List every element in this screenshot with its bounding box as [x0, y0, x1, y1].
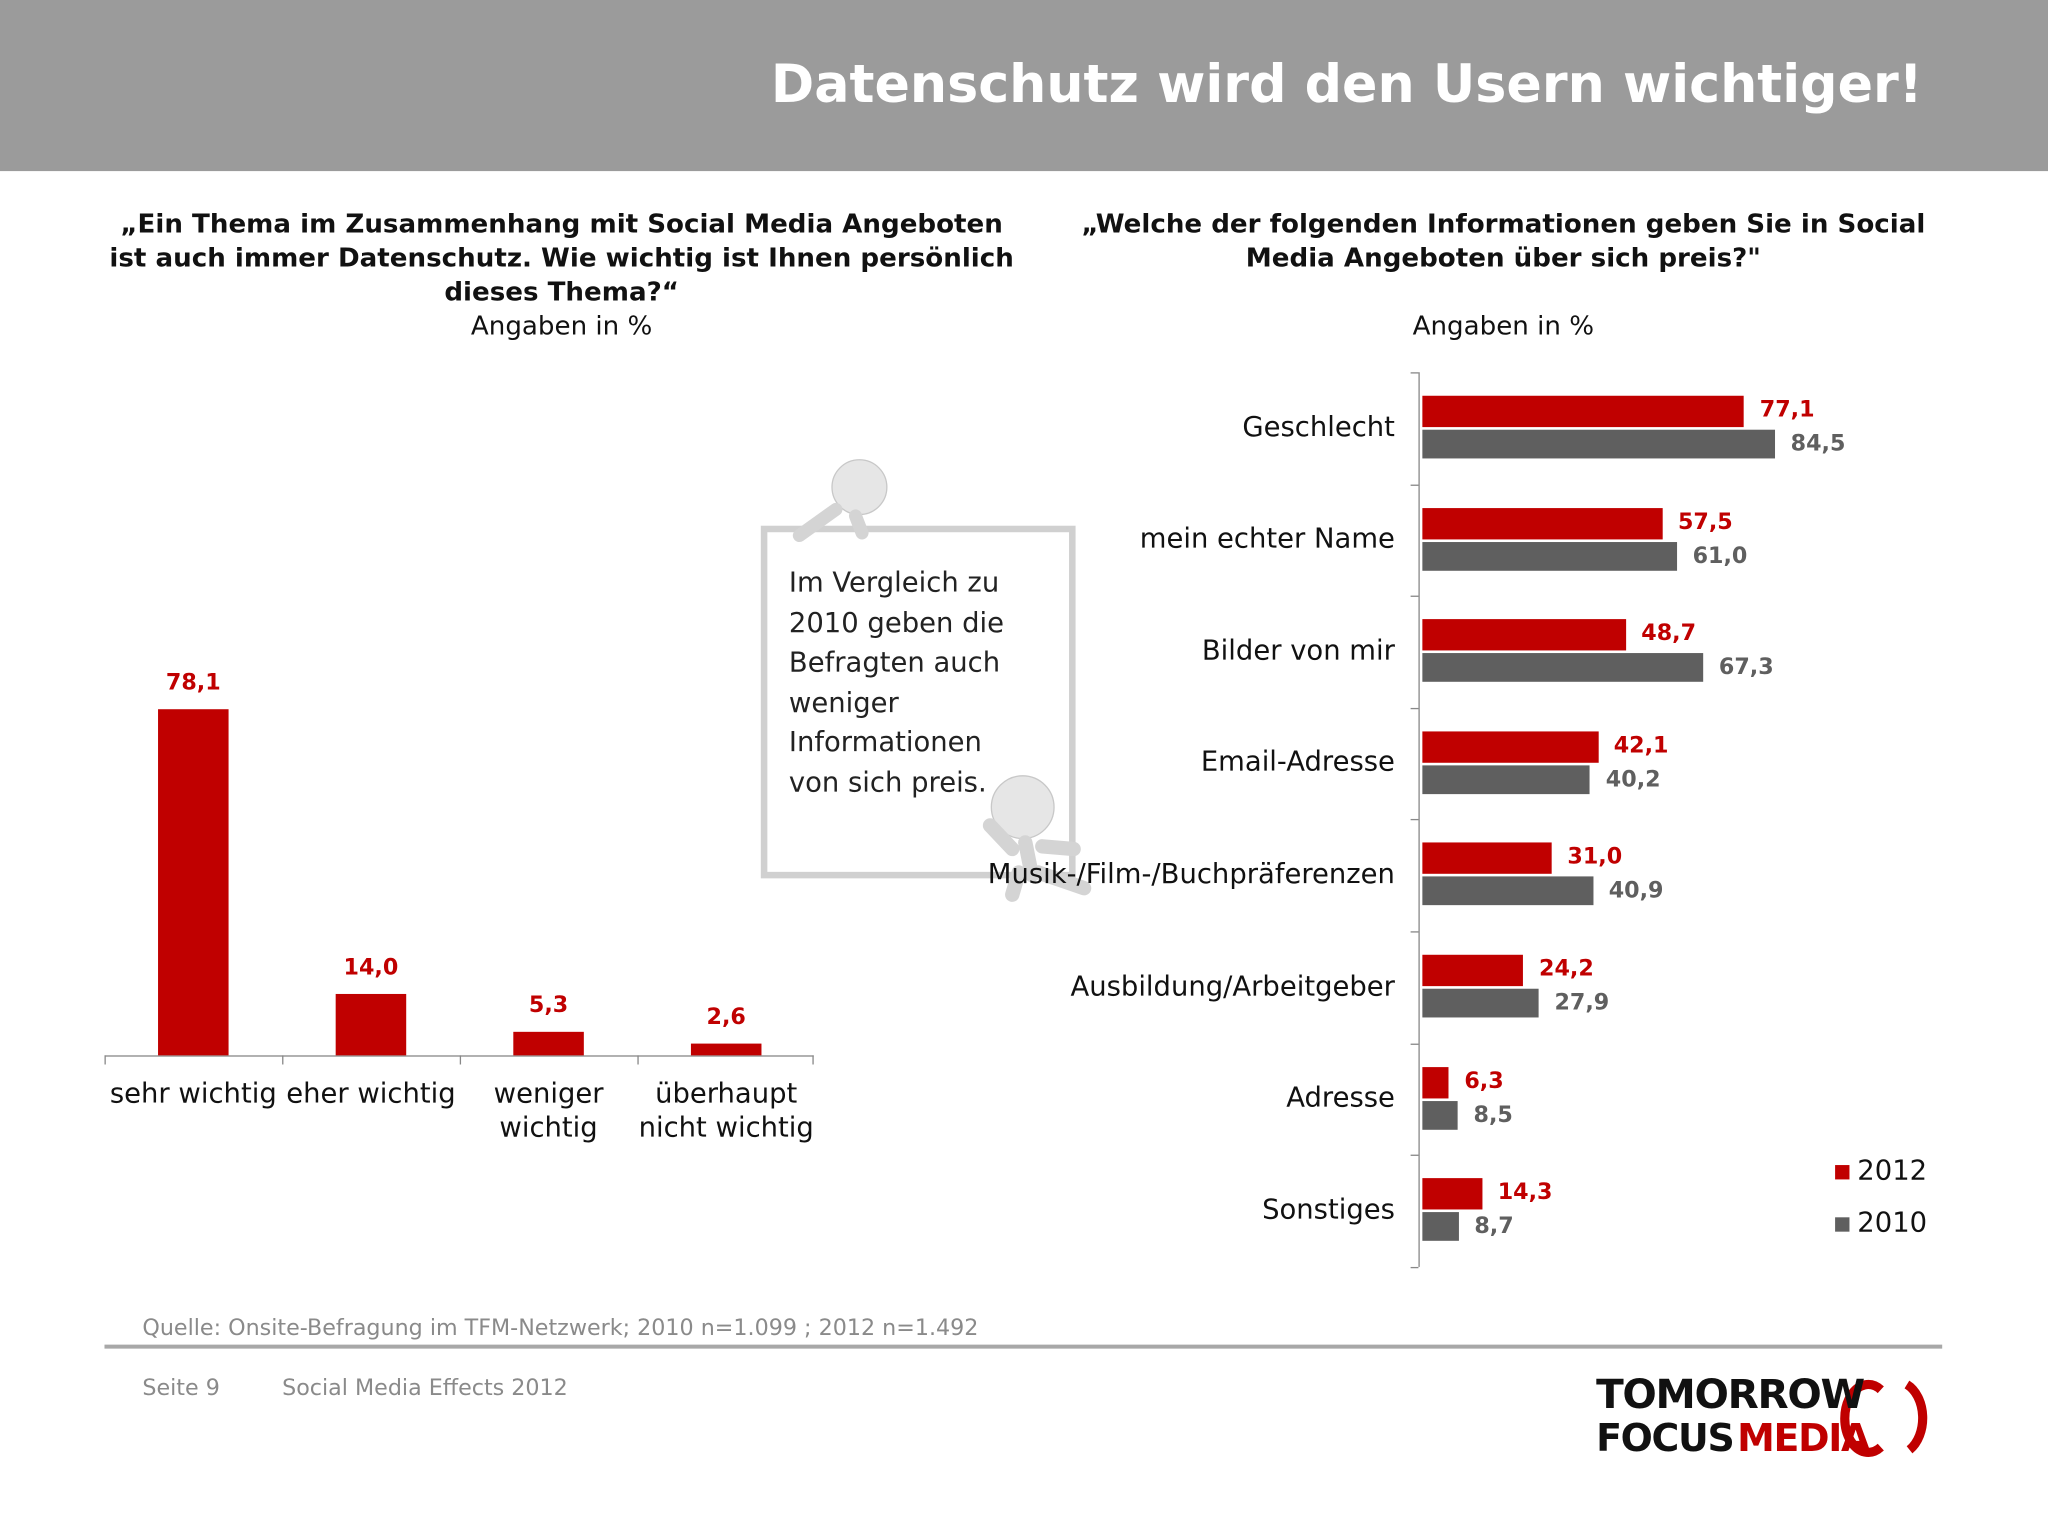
value-label: 31,0 — [1567, 844, 1623, 871]
legend-swatch — [1835, 1165, 1850, 1180]
axis-tick — [1410, 372, 1419, 374]
value-label: 2,6 — [706, 1004, 746, 1031]
value-label: 5,3 — [528, 992, 569, 1019]
value-label: 8,5 — [1473, 1101, 1513, 1128]
bar — [1422, 619, 1626, 651]
bar — [1422, 541, 1677, 571]
logo-ring — [1904, 1380, 1928, 1454]
bar — [1422, 954, 1524, 987]
bar — [1422, 653, 1704, 683]
axis-tick — [1410, 819, 1419, 821]
chart-subtitle: Angaben in % — [1412, 309, 1595, 341]
axis-tick — [104, 1055, 106, 1065]
axis-tick — [1410, 1266, 1419, 1268]
legend-label: 2010 — [1857, 1206, 1928, 1239]
bar — [1422, 395, 1745, 428]
y-tick-label: Geschlecht — [1242, 410, 1395, 443]
axis-tick — [282, 1055, 284, 1065]
axis-tick — [459, 1055, 462, 1065]
bar — [513, 1031, 584, 1056]
bar — [1422, 765, 1591, 794]
chart-title: „Welche der folgenden Informationen gebe… — [1081, 207, 1926, 273]
y-tick-label: mein echter Name — [1139, 522, 1395, 554]
logo-text: MEDIA — [1737, 1415, 1870, 1461]
y-tick-label: Email-Adresse — [1200, 746, 1395, 778]
x-tick-label: sehr wichtig — [109, 1077, 277, 1109]
axis-tick — [1410, 931, 1419, 933]
logo-text: TOMORROW — [1596, 1371, 1865, 1419]
value-label: 78,1 — [165, 670, 221, 697]
value-label: 8,7 — [1474, 1213, 1514, 1240]
bar — [1422, 1100, 1458, 1130]
x-tick-label: eher wichtig — [286, 1077, 456, 1109]
source: Quelle: Onsite-Befragung im TFM-Netzwerk… — [142, 1315, 979, 1342]
value-label: 84,5 — [1790, 431, 1846, 458]
value-label: 27,9 — [1554, 990, 1610, 1017]
y-tick-label: Musik-/Film-/Buchpräferenzen — [987, 857, 1395, 890]
x-tick-label: weniger wichtig — [493, 1077, 604, 1143]
axis-tick — [1410, 484, 1419, 486]
x-axis — [104, 1055, 814, 1057]
bar — [1422, 1212, 1459, 1242]
y-axis — [1418, 372, 1420, 1267]
bar — [1422, 988, 1539, 1018]
axis-tick — [812, 1055, 814, 1065]
bar — [335, 993, 407, 1056]
bar — [690, 1043, 762, 1056]
value-label: 6,3 — [1464, 1067, 1504, 1094]
value-label: 61,0 — [1692, 542, 1748, 569]
bar — [1422, 731, 1599, 763]
bar — [1422, 842, 1552, 875]
value-label: 57,5 — [1677, 508, 1733, 535]
bar — [1422, 1178, 1483, 1210]
legend-label: 2012 — [1857, 1154, 1928, 1186]
figure-body — [982, 818, 1092, 902]
axis-tick — [1410, 707, 1419, 709]
value-label: 14,0 — [343, 954, 399, 981]
value-label: 67,3 — [1718, 654, 1774, 681]
logo-text: FOCUS — [1596, 1415, 1735, 1461]
y-tick-label: Adresse — [1286, 1081, 1395, 1113]
value-label: 77,1 — [1759, 397, 1815, 424]
value-label: 48,7 — [1641, 620, 1697, 647]
axis-tick — [637, 1055, 639, 1065]
x-tick-label: überhaupt nicht wichtig — [638, 1077, 814, 1143]
bar — [158, 709, 229, 1056]
value-label: 24,2 — [1539, 956, 1594, 983]
bar — [1422, 876, 1594, 906]
figure-body — [792, 502, 869, 543]
legend-swatch — [1835, 1217, 1850, 1232]
chart-subtitle: Angaben in % — [470, 309, 653, 341]
header-title: Datenschutz wird den Usern wichtiger! — [770, 54, 1923, 115]
chart-title: „Ein Thema im Zusammenhang mit Social Me… — [109, 207, 1014, 307]
value-label: 14,3 — [1497, 1179, 1553, 1206]
event: Social Media Effects 2012 — [282, 1375, 568, 1402]
axis-tick — [1410, 1043, 1419, 1045]
callout-text: Im Vergleich zu 2010 geben die Befragten… — [788, 566, 1005, 798]
y-tick-label: Sonstiges — [1262, 1193, 1395, 1225]
bar — [1422, 507, 1663, 539]
value-label: 40,9 — [1608, 878, 1664, 905]
axis-tick — [1410, 595, 1419, 598]
value-label: 40,2 — [1605, 766, 1661, 793]
y-tick-label: Bilder von mir — [1201, 634, 1395, 666]
logo-ring — [1840, 1379, 1884, 1457]
callout-board — [760, 525, 1076, 879]
bar — [1422, 1066, 1449, 1098]
page-number: Seite 9 — [142, 1375, 220, 1402]
header-band — [0, 0, 2048, 172]
y-tick-label: Ausbildung/Arbeitgeber — [1070, 969, 1395, 1002]
bar — [1422, 429, 1775, 459]
value-label: 42,1 — [1613, 732, 1669, 759]
axis-tick — [1410, 1154, 1419, 1157]
